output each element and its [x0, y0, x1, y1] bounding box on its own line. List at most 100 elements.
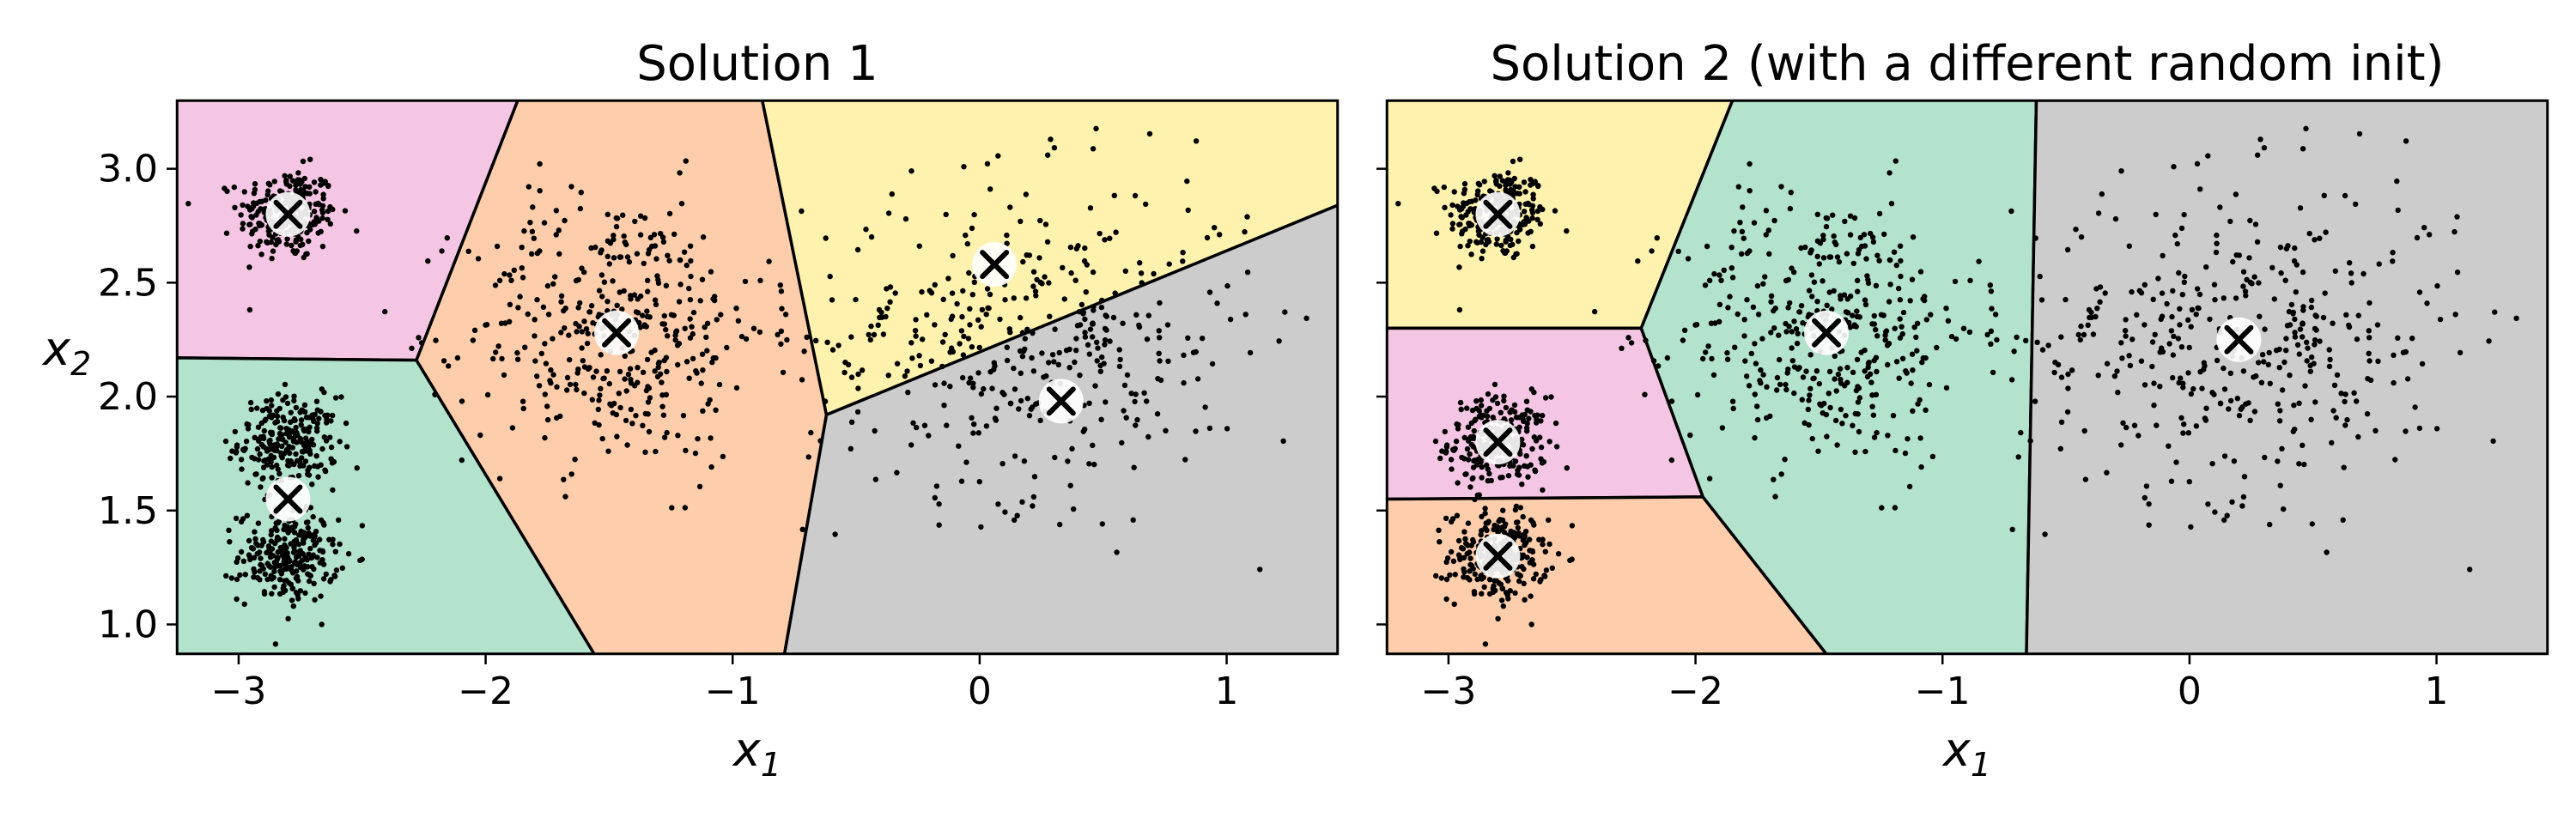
data-point — [311, 209, 318, 215]
data-point — [1073, 336, 1079, 342]
data-point — [932, 382, 939, 388]
data-point — [558, 330, 564, 336]
data-point — [1514, 251, 1520, 257]
data-point — [276, 405, 283, 412]
data-point — [1004, 357, 1011, 364]
data-point — [1742, 358, 1748, 364]
data-point — [2366, 328, 2372, 334]
data-point — [968, 375, 974, 381]
data-point — [1026, 413, 1033, 419]
data-point — [593, 368, 599, 374]
data-point — [2102, 290, 2108, 296]
x-tick-label: −2 — [458, 670, 513, 713]
data-point — [1843, 309, 1850, 315]
data-point — [1512, 184, 1518, 190]
data-point — [2166, 443, 2172, 449]
data-point — [2347, 260, 2353, 266]
data-point — [289, 460, 295, 466]
data-point — [1224, 426, 1230, 432]
data-point — [1455, 537, 1462, 544]
data-point — [1457, 556, 1463, 563]
data-point — [1086, 461, 1092, 467]
data-point — [2129, 336, 2136, 342]
data-point — [1093, 125, 1099, 131]
data-point — [1479, 591, 1485, 597]
data-point — [1816, 380, 1822, 387]
data-point — [703, 334, 709, 341]
data-point — [1881, 231, 1887, 238]
centroid-4 — [1804, 310, 1850, 355]
data-point — [641, 260, 647, 267]
data-point — [2188, 324, 2194, 330]
data-point — [1832, 417, 1839, 424]
data-point — [1747, 161, 1753, 167]
data-point — [1030, 330, 1036, 336]
data-point — [262, 571, 268, 578]
data-point — [1099, 521, 1106, 527]
data-point — [2312, 237, 2318, 243]
data-point — [1080, 428, 1087, 434]
data-point — [1783, 329, 1789, 335]
data-point — [1461, 434, 1467, 440]
data-point — [683, 158, 689, 164]
data-point — [2312, 336, 2318, 343]
data-point — [2327, 356, 2333, 363]
data-point — [1891, 249, 1898, 255]
data-point — [1807, 385, 1814, 391]
data-point — [2424, 300, 2430, 306]
data-point — [1537, 434, 1543, 440]
data-point — [339, 565, 345, 571]
data-point — [894, 470, 900, 476]
data-point — [330, 487, 336, 494]
cluster-region-5 — [782, 203, 1338, 654]
data-point — [2306, 230, 2312, 237]
data-point — [312, 597, 318, 603]
data-point — [1497, 173, 1504, 179]
data-point — [1499, 178, 1506, 184]
data-point — [2454, 214, 2460, 220]
data-point — [1870, 412, 1877, 418]
data-point — [687, 243, 694, 249]
data-point — [258, 561, 264, 568]
data-point — [1280, 438, 1286, 445]
data-point — [1834, 442, 1840, 448]
centroid-4 — [972, 242, 1018, 288]
data-point — [1151, 270, 1157, 277]
data-point — [2212, 509, 2218, 515]
data-point — [2181, 279, 2187, 285]
data-point — [289, 242, 295, 249]
data-point — [1893, 447, 1899, 454]
data-point — [1869, 392, 1875, 398]
data-point — [855, 385, 861, 391]
data-point — [1528, 177, 1534, 183]
data-point — [2069, 367, 2075, 373]
data-point — [1788, 190, 1794, 196]
data-point — [255, 243, 261, 249]
data-point — [484, 391, 491, 398]
data-point — [2212, 297, 2218, 303]
data-point — [628, 406, 635, 413]
data-point — [292, 430, 298, 437]
data-point — [2058, 374, 2065, 380]
data-point — [1072, 277, 1078, 283]
data-point — [454, 354, 461, 361]
data-point — [908, 442, 914, 448]
data-point — [674, 342, 681, 348]
data-point — [1505, 170, 1511, 176]
data-point — [640, 312, 646, 318]
data-point — [247, 399, 254, 406]
data-point — [1540, 412, 1546, 419]
data-point — [705, 401, 711, 407]
data-point — [293, 521, 299, 527]
data-point — [588, 245, 594, 251]
data-point — [2055, 361, 2062, 368]
data-point — [330, 536, 336, 542]
data-point — [1166, 261, 1172, 267]
data-point — [887, 284, 894, 290]
data-point — [1994, 336, 2000, 343]
data-point — [257, 239, 263, 245]
data-point — [1457, 399, 1464, 406]
data-point — [610, 278, 616, 284]
data-point — [307, 533, 313, 539]
data-point — [645, 277, 651, 283]
